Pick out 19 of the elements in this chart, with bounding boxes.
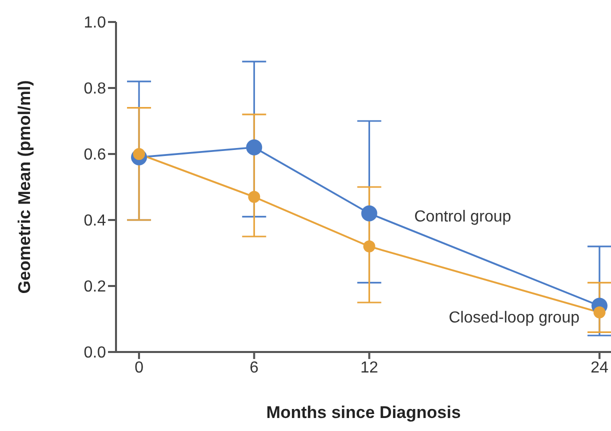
y-tick-label: 0.6 bbox=[84, 146, 106, 164]
x-tick-label: 0 bbox=[134, 359, 144, 376]
point bbox=[363, 240, 376, 252]
y-tick-label: 0.4 bbox=[84, 212, 106, 230]
series-label: Closed-loop group bbox=[448, 309, 580, 326]
y-axis-title: Geometric Mean (pmol/ml) bbox=[15, 80, 34, 294]
x-tick-label: 12 bbox=[360, 359, 378, 376]
x-axis-title: Months since Diagnosis bbox=[266, 403, 461, 422]
point bbox=[246, 139, 262, 156]
series-label: Control group bbox=[414, 208, 512, 226]
point bbox=[361, 205, 378, 222]
y-tick-label: 1.0 bbox=[84, 14, 106, 32]
y-tick-label: 0.2 bbox=[84, 278, 106, 296]
y-tick-label: 0.8 bbox=[84, 80, 106, 98]
point bbox=[248, 190, 260, 203]
y-tick-label: 0.0 bbox=[84, 344, 106, 362]
x-tick-label: 6 bbox=[250, 359, 259, 376]
point bbox=[593, 306, 606, 318]
x-tick-label: 24 bbox=[590, 359, 608, 376]
